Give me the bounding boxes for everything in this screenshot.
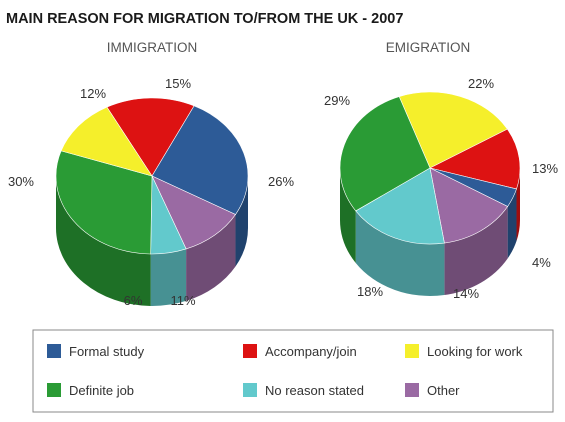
side-emigration-other xyxy=(444,206,508,296)
pct-label-emigration-definite-job: 29% xyxy=(324,93,350,108)
pct-label-immigration-no-reason-stated: 6% xyxy=(124,293,143,308)
pct-label-emigration-other: 14% xyxy=(453,286,479,301)
side-emigration-formal-study xyxy=(507,188,517,259)
side-immigration-other xyxy=(186,214,236,301)
side-immigration-definite-job xyxy=(56,176,151,306)
legend-item-looking-for-work: Looking for work xyxy=(405,344,523,359)
side-emigration-definite-job xyxy=(340,168,356,263)
pct-label-emigration-no-reason-stated: 18% xyxy=(357,284,383,299)
legend-swatch-definite-job xyxy=(47,383,61,397)
pct-label-immigration-formal-study: 26% xyxy=(268,174,294,189)
slice-emigration-looking-for-work xyxy=(398,91,508,169)
immigration-label: IMMIGRATION xyxy=(107,40,198,55)
pct-label-emigration-accompany-join: 13% xyxy=(532,161,558,176)
pct-label-immigration-other: 11% xyxy=(170,293,195,308)
legend-label-no-reason-stated: No reason stated xyxy=(265,383,364,398)
side-immigration-no-reason-stated xyxy=(150,248,187,306)
legend-label-looking-for-work: Looking for work xyxy=(427,344,523,359)
legend-label-definite-job: Definite job xyxy=(69,383,134,398)
legend-swatch-no-reason-stated xyxy=(243,383,257,397)
immigration-pie: IMMIGRATION 15% 26% 11% 6% 30% 12% xyxy=(8,40,294,308)
legend-item-no-reason-stated: No reason stated xyxy=(243,383,364,398)
legend-swatch-other xyxy=(405,383,419,397)
legend-swatch-accompany-join xyxy=(243,344,257,358)
slice-immigration-formal-study xyxy=(151,105,249,215)
slice-emigration-accompany-join xyxy=(429,128,521,190)
slice-emigration-other xyxy=(429,167,509,244)
legend-item-other: Other xyxy=(405,383,460,398)
legend-box xyxy=(32,329,554,413)
emigration-pie: EMIGRATION 22% 13% 4% 14% 18% 29% xyxy=(324,40,558,301)
side-immigration-formal-study xyxy=(235,176,248,267)
pct-label-immigration-looking-for-work: 12% xyxy=(80,86,106,101)
emigration-label: EMIGRATION xyxy=(386,40,471,55)
slice-immigration-definite-job xyxy=(55,150,153,255)
slice-immigration-looking-for-work xyxy=(60,106,153,177)
pies-group: IMMIGRATION 15% 26% 11% 6% 30% 12% EMIGRATION 22… xyxy=(8,40,558,308)
pct-label-immigration-definite-job: 30% xyxy=(8,174,34,189)
slice-immigration-other xyxy=(151,175,236,250)
legend-item-accompany-join: Accompany/join xyxy=(243,344,357,359)
chart-title: MAIN REASON FOR MIGRATION TO/FROM THE UK… xyxy=(6,11,403,27)
slice-emigration-no-reason-stated xyxy=(355,167,445,245)
legend: Formal study Accompany/join Looking for wo… xyxy=(47,344,523,398)
pct-label-immigration-accompany-join: 15% xyxy=(165,76,191,91)
legend-label-other: Other xyxy=(427,383,460,398)
side-emigration-no-reason-stated xyxy=(355,210,445,297)
legend-item-definite-job: Definite job xyxy=(47,383,134,398)
legend-item-formal-study: Formal study xyxy=(47,344,145,359)
legend-label-formal-study: Formal study xyxy=(69,344,145,359)
legend-swatch-formal-study xyxy=(47,344,61,358)
pct-label-emigration-looking-for-work: 22% xyxy=(468,76,494,91)
slice-immigration-accompany-join xyxy=(106,97,195,177)
pct-label-emigration-formal-study: 4% xyxy=(532,255,551,270)
slice-emigration-definite-job xyxy=(339,96,431,212)
legend-label-accompany-join: Accompany/join xyxy=(265,344,357,359)
legend-swatch-looking-for-work xyxy=(405,344,419,358)
